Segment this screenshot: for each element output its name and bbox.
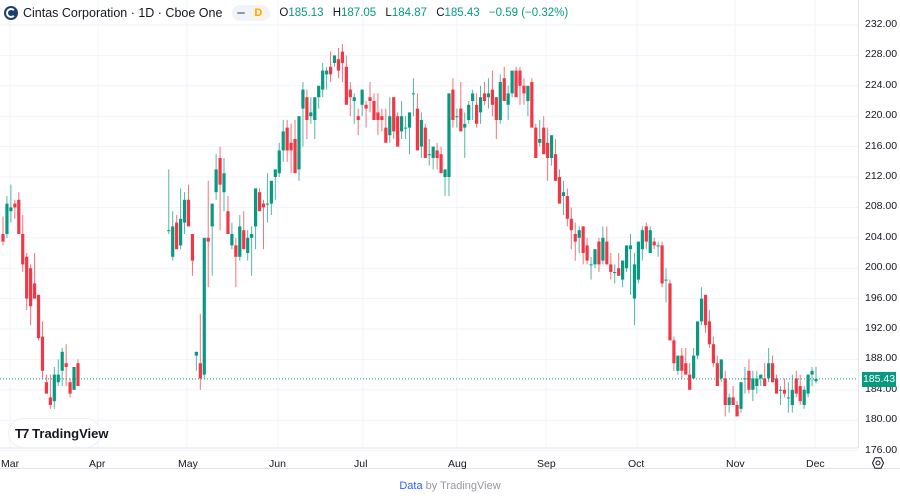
candlestick-chart[interactable] [0, 0, 900, 468]
tradingview-logo-icon: T7 [15, 425, 29, 441]
price-tick-label: 220.00 [865, 109, 898, 122]
change-value: −0.59 (−0.32%) [488, 7, 569, 19]
time-tick-label: Apr [89, 458, 106, 470]
price-tick-label: 232.00 [865, 18, 898, 30]
last-price-label: 185.43 [862, 371, 896, 387]
by-tradingview-text: by TradingView [422, 480, 501, 492]
market-status-badge[interactable]: D [232, 5, 271, 21]
time-tick-label: Mar [1, 458, 20, 470]
low-value: 184.87 [391, 7, 427, 19]
price-tick-label: 224.00 [865, 78, 898, 91]
data-link[interactable]: Data [399, 480, 423, 492]
price-tick-label: 176.00 [865, 443, 898, 456]
time-tick-label: Jun [269, 458, 286, 470]
chart-legend: Cintas Corporation · 1D · Cboe One D O18… [4, 4, 574, 22]
settings-gear-icon[interactable] [872, 457, 884, 469]
tradingview-logo[interactable]: T7 TradingView [9, 419, 109, 447]
time-tick-label: May [178, 458, 198, 470]
price-tick-label: 212.00 [865, 170, 898, 182]
candles [1, 44, 818, 417]
price-tick-label: 216.00 [865, 139, 898, 152]
price-tick-label: 196.00 [865, 291, 898, 304]
price-tick-label: 188.00 [865, 352, 898, 365]
time-tick-label: Dec [806, 458, 825, 470]
ohlc-values: O185.13 H187.05 L184.87 C185.43 −0.59 (−… [279, 7, 574, 19]
price-tick-label: 200.00 [865, 261, 898, 274]
low-label: L [385, 7, 392, 19]
tradingview-logo-text: TradingView [32, 425, 109, 441]
high-label: H [332, 7, 342, 19]
price-tick-label: 180.00 [865, 413, 898, 426]
time-tick-label: Aug [448, 458, 467, 470]
grid-lines [0, 0, 858, 452]
minus-icon [237, 12, 246, 14]
delayed-badge-letter: D [251, 7, 266, 19]
symbol-logo-icon [4, 6, 18, 20]
time-tick-label: Jul [354, 458, 368, 470]
time-tick-label: Sep [537, 458, 556, 470]
high-value: 187.05 [341, 7, 377, 19]
open-label: O [279, 7, 289, 19]
price-tick-label: 192.00 [865, 322, 898, 334]
footer-attribution: Data by TradingView [0, 480, 900, 492]
time-tick-label: Nov [726, 458, 745, 470]
price-tick-label: 204.00 [865, 230, 898, 243]
time-tick-label: Oct [628, 458, 645, 470]
price-tick-label: 208.00 [865, 200, 898, 213]
symbol-title[interactable]: Cintas Corporation · 1D · Cboe One [23, 6, 223, 20]
open-value: 185.13 [288, 7, 324, 19]
chart-frame: Cintas Corporation · 1D · Cboe One D O18… [0, 0, 900, 470]
close-label: C [436, 7, 445, 19]
close-value: 185.43 [444, 7, 480, 19]
price-tick-label: 228.00 [865, 48, 898, 61]
